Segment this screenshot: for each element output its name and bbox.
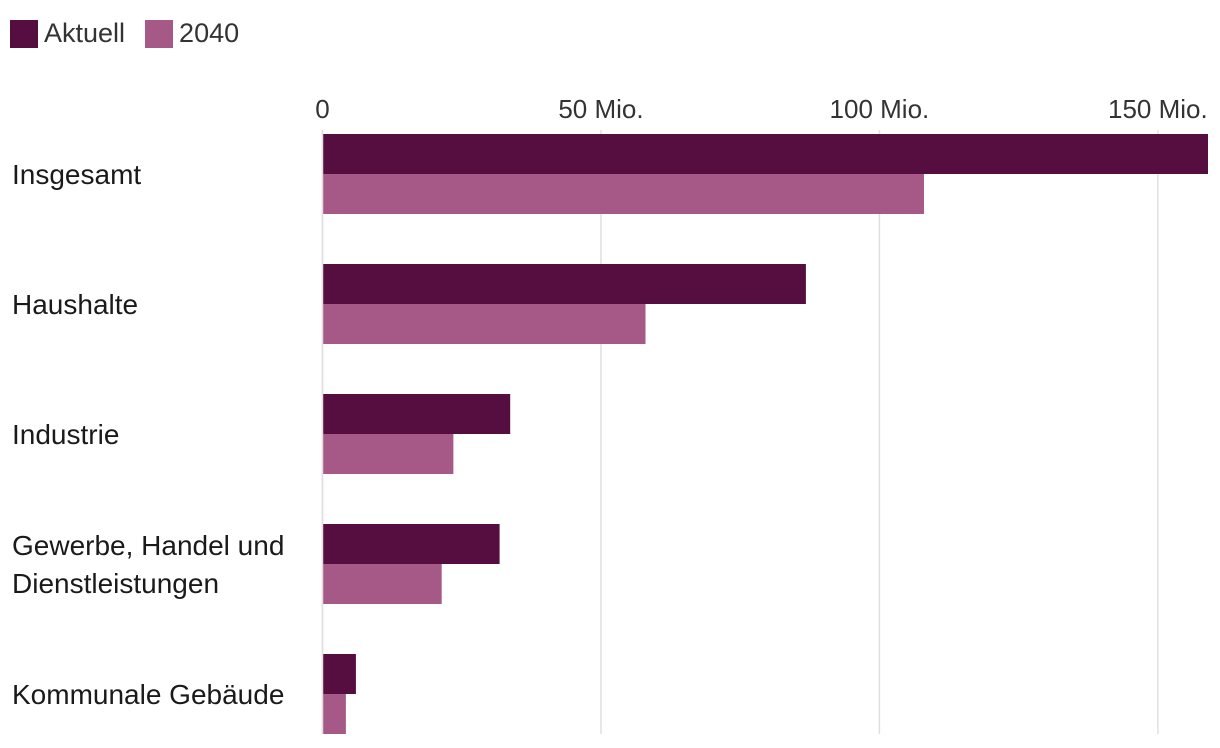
category-label-line: Dienstleistungen — [12, 568, 219, 599]
bar-aktuell-1 — [322, 264, 806, 304]
category-label-4: Kommunale Gebäude — [12, 679, 284, 710]
bar-aktuell-4 — [322, 654, 356, 694]
bar-aktuell-3 — [322, 524, 500, 564]
bar-2040-0 — [322, 174, 924, 214]
category-label-line: Insgesamt — [12, 159, 141, 190]
bar-2040-1 — [322, 304, 646, 344]
legend-item-2040: 2040 — [145, 18, 239, 49]
x-tick-label-2: 100 Mio. — [830, 94, 930, 124]
legend-item-aktuell: Aktuell — [10, 18, 125, 49]
chart-legend: Aktuell 2040 — [10, 18, 259, 49]
category-label-line: Kommunale Gebäude — [12, 679, 284, 710]
legend-label-aktuell: Aktuell — [44, 18, 126, 48]
x-tick-label-3: 150 Mio. — [1108, 94, 1208, 124]
category-label-0: Insgesamt — [12, 159, 141, 190]
x-tick-label-1: 50 Mio. — [558, 94, 643, 124]
category-label-line: Gewerbe, Handel und — [12, 530, 284, 561]
x-tick-label-0: 0 — [315, 94, 329, 124]
bar-aktuell-0 — [322, 134, 1208, 174]
category-label-line: Industrie — [12, 419, 119, 450]
legend-label-2040: 2040 — [179, 18, 240, 48]
category-label-1: Haushalte — [12, 289, 138, 320]
bar-2040-2 — [322, 434, 454, 474]
bar-2040-4 — [322, 694, 346, 734]
legend-swatch-aktuell — [10, 19, 38, 48]
bar-aktuell-2 — [322, 394, 511, 434]
legend-swatch-2040 — [145, 19, 174, 48]
bar-2040-3 — [322, 564, 442, 604]
category-label-3: Gewerbe, Handel und Dienstleistungen — [12, 530, 284, 599]
category-label-2: Industrie — [12, 419, 119, 450]
category-label-line: Haushalte — [12, 289, 138, 320]
